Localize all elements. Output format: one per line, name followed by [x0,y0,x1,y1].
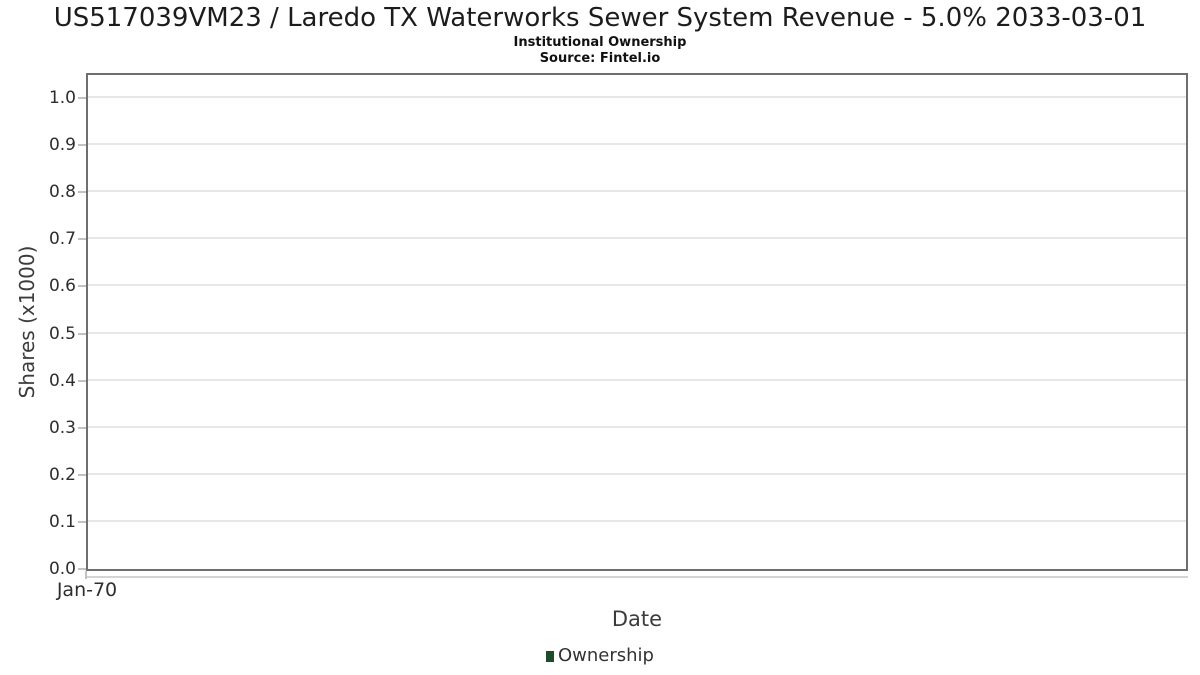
y-gridline [88,190,1186,193]
y-tick-mark [78,568,86,570]
legend-label-ownership: Ownership [558,645,654,666]
y-tick-label: 0.4 [48,370,76,391]
y-tick-mark [78,97,86,99]
chart-source: Source: Fintel.io [539,51,661,66]
y-gridline [88,472,1186,475]
y-tick-label: 0.5 [48,323,76,344]
y-tick-label: 0.9 [48,135,76,156]
y-gridline [88,96,1186,98]
y-tick-label: 0.1 [48,511,76,532]
y-tick-label: 0.2 [48,464,76,485]
y-tick-mark [78,426,86,429]
y-gridline [88,331,1186,334]
y-tick-mark [78,473,86,476]
y-tick-mark [78,379,86,382]
legend-marker-ownership [546,651,554,662]
y-tick-label: 1.0 [48,88,76,108]
y-gridline [88,143,1186,146]
y-tick-label: 0.7 [48,229,76,250]
x-tick-label: Jan-70 [56,579,118,601]
y-tick-mark [78,191,86,194]
x-axis-line [86,576,1188,578]
chart-subtitle: Institutional Ownership [513,35,687,50]
y-gridline [88,284,1186,287]
x-tick-mark [85,571,87,579]
plot-area [86,73,1188,571]
x-axis-title: Date [611,607,663,631]
y-tick-mark [78,285,86,288]
legend: Ownership [0,645,1200,666]
y-tick-mark [78,332,86,335]
y-tick-mark [78,238,86,241]
y-gridline [88,519,1186,522]
y-tick-mark [78,520,86,523]
y-gridline [88,378,1186,381]
y-tick-label: 0.3 [48,417,76,438]
y-gridline [88,237,1186,240]
y-tick-label: 0.8 [48,182,76,203]
y-gridline [88,425,1186,428]
y-tick-mark [78,144,86,147]
chart-title: US517039VM23 / Laredo TX Waterworks Sewe… [53,3,1147,33]
y-tick-label: 0.6 [48,276,76,297]
y-tick-label: 0.0 [48,559,76,579]
